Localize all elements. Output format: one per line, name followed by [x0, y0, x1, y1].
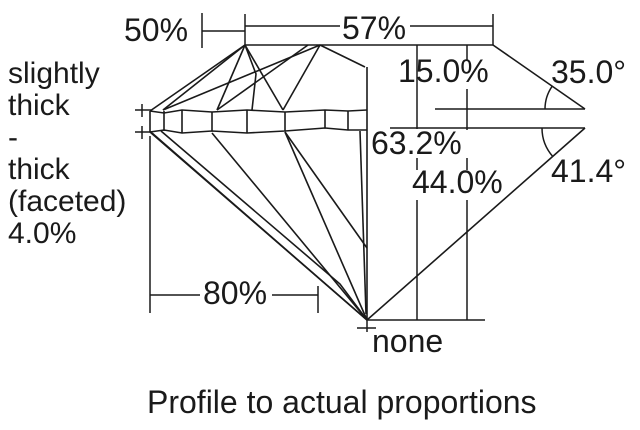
girdle-line-3: - [8, 121, 18, 154]
angle-arcs [541, 85, 554, 157]
crown-angle-label: 35.0° [551, 54, 627, 90]
pavilion-facet-lines [151, 130, 368, 321]
lower-girdle-label: 80% [203, 275, 268, 311]
girdle-thickness-label: slightly thick - thick (faceted) 4.0% [8, 58, 126, 250]
table-size-label: 57% [342, 10, 407, 46]
girdle-band [149, 109, 368, 134]
crown-facet-lines [162, 44, 368, 320]
crown-height-label: 15.0% [398, 53, 489, 89]
girdle-line-6: 4.0% [8, 217, 77, 250]
girdle-line-4: thick [8, 153, 70, 186]
star-length-label: 50% [124, 12, 189, 48]
culet-label: none [372, 323, 444, 359]
girdle-line-1: slightly [8, 57, 100, 90]
dimension-lines [135, 13, 585, 332]
girdle-line-5: (faceted) [8, 185, 127, 218]
caption: Profile to actual proportions [147, 384, 537, 420]
pavilion-angle-label: 41.4° [551, 153, 627, 189]
pavilion-depth-label: 44.0% [412, 164, 503, 200]
girdle-line-2: thick [8, 89, 70, 122]
total-depth-label: 63.2% [371, 125, 462, 161]
